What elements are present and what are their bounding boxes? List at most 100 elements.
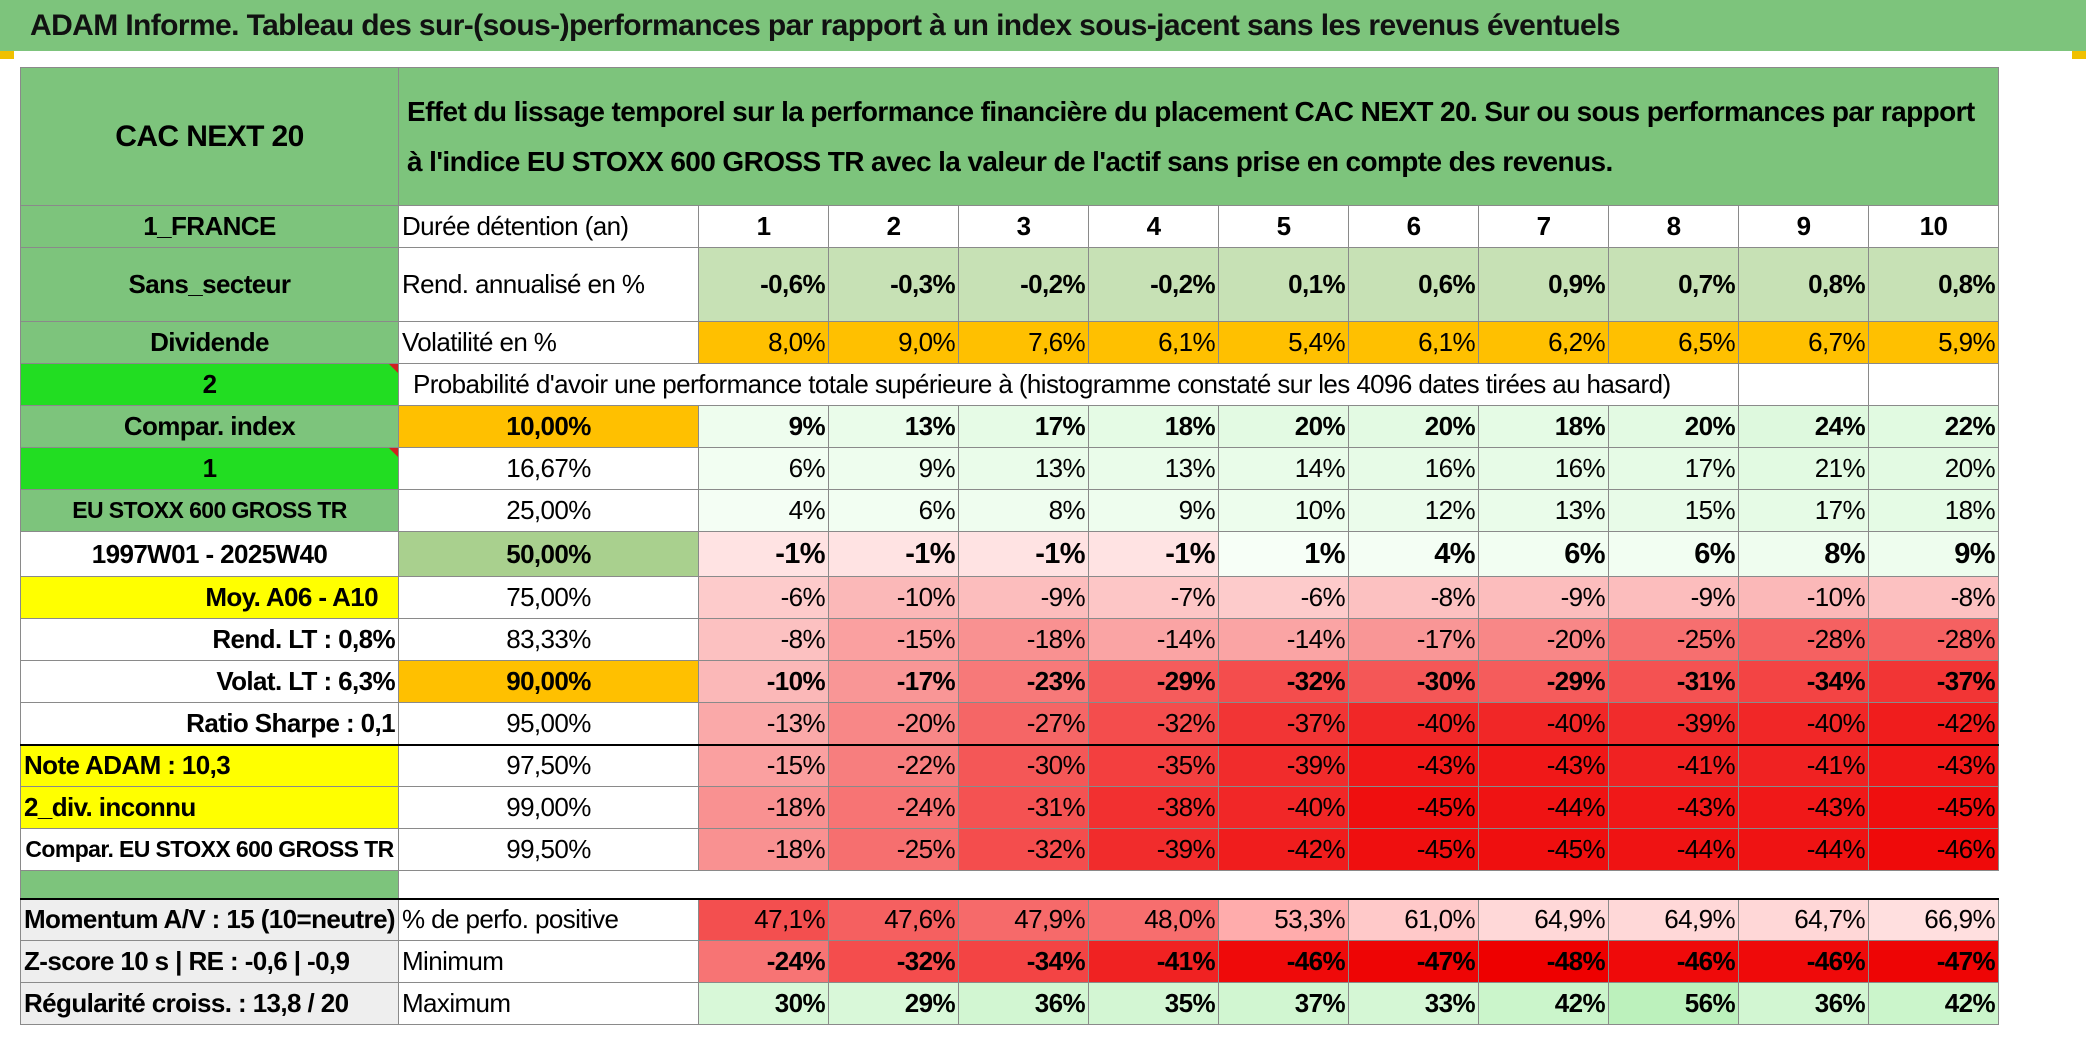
prob-value: -7% [1088,576,1219,619]
prob-value: -39% [1088,828,1219,871]
pos-value: 61,0% [1348,897,1479,941]
prob-value: -40% [1218,786,1349,829]
prob-value: -24% [828,786,959,829]
compar-label: Compar. EU STOXX 600 GROSS TR [20,828,399,871]
prob-value: -38% [1088,786,1219,829]
prob-value: 17% [1608,447,1739,490]
prob-value: -44% [1478,786,1609,829]
index-name: EU STOXX 600 GROSS TR [20,489,399,532]
period-cell: 1997W01 - 2025W40 [20,531,399,577]
prob-value: -32% [1088,702,1219,745]
prob-value: -1% [698,531,829,577]
rend-value: -0,3% [828,247,959,322]
prob-value: -1% [828,531,959,577]
adam-note: Note ADAM : 10,3 [20,743,399,787]
pos-value: 64,9% [1608,897,1739,941]
prob-value: -13% [698,702,829,745]
prob-value: -8% [1868,576,1999,619]
prob-value: -9% [1478,576,1609,619]
prob-value: -35% [1088,743,1219,787]
min-value: -46% [1738,940,1869,983]
prob-value: 24% [1738,405,1869,448]
threshold-cell: 83,33% [398,618,699,661]
vol-value: 7,6% [958,321,1089,364]
prob-value: -37% [1218,702,1349,745]
prob-value: 13% [1088,447,1219,490]
prob-value: -18% [698,786,829,829]
prob-value: 16% [1478,447,1609,490]
max-value: 56% [1608,982,1739,1025]
prob-value: -20% [828,702,959,745]
prob-value: -42% [1218,828,1349,871]
prob-value: -23% [958,660,1089,703]
prob-value: -18% [698,828,829,871]
duration-label: Durée détention (an) [398,205,699,248]
prob-value: -15% [698,743,829,787]
year-header: 9 [1738,205,1869,248]
prob-value: 9% [1088,489,1219,532]
prob-value: -31% [1608,660,1739,703]
country-cell: 1_FRANCE [20,205,399,248]
div-status: 2_div. inconnu [20,786,399,829]
prob-value: -18% [958,618,1089,661]
prob-value: 16% [1348,447,1479,490]
prob-value: 12% [1348,489,1479,532]
prob-value: -15% [828,618,959,661]
max-value: 37% [1218,982,1349,1025]
performance-table: CAC NEXT 20 Effet du lissage temporel su… [20,67,1999,1025]
prob-value: 20% [1348,405,1479,448]
prob-value: -17% [1348,618,1479,661]
prob-value: -40% [1478,702,1609,745]
rend-value: 0,8% [1868,247,1999,322]
min-value: -46% [1218,940,1349,983]
max-value: 42% [1478,982,1609,1025]
year-header: 4 [1088,205,1219,248]
threshold-cell: 95,00% [398,702,699,745]
prob-value: -43% [1608,786,1739,829]
prob-value: -10% [698,660,829,703]
table-description: Effet du lissage temporel sur la perform… [398,67,1999,206]
year-header: 8 [1608,205,1739,248]
sharpe-ratio: Ratio Sharpe : 0,1 [20,702,399,745]
index-selector[interactable]: 1 [20,447,399,490]
prob-value: 6% [1608,531,1739,577]
prob-value: 8% [958,489,1089,532]
rend-value: -0,2% [958,247,1089,322]
selector-cell[interactable]: 2 [20,363,399,406]
max-value: 35% [1088,982,1219,1025]
prob-value: 8% [1738,531,1869,577]
pos-value: 48,0% [1088,897,1219,941]
prob-value: -40% [1738,702,1869,745]
pos-value: 66,9% [1868,897,1999,941]
pos-value: 64,7% [1738,897,1869,941]
proba-label: Probabilité d'avoir une performance tota… [398,363,1739,406]
min-value: -32% [828,940,959,983]
threshold-cell: 10,00% [398,405,699,448]
prob-value: -28% [1738,618,1869,661]
prob-value: -8% [698,618,829,661]
prob-value: 20% [1868,447,1999,490]
type-cell: Dividende [20,321,399,364]
prob-value: 13% [958,447,1089,490]
regularity: Régularité croiss. : 13,8 / 20 [20,982,399,1025]
prob-value: 22% [1868,405,1999,448]
prob-value: -28% [1868,618,1999,661]
min-value: -34% [958,940,1089,983]
max-value: 33% [1348,982,1479,1025]
max-label: Maximum [398,982,699,1025]
prob-value: -29% [1088,660,1219,703]
prob-value: -45% [1348,786,1479,829]
year-header: 2 [828,205,959,248]
prob-value: -6% [698,576,829,619]
prob-value: -1% [958,531,1089,577]
prob-value: -46% [1868,828,1999,871]
rend-value: -0,2% [1088,247,1219,322]
prob-value: 9% [698,405,829,448]
momentum: Momentum A/V : 15 (10=neutre) [20,897,399,941]
pos-value: 47,9% [958,897,1089,941]
vol-value: 5,9% [1868,321,1999,364]
prob-value: -45% [1478,828,1609,871]
prob-value: -43% [1478,743,1609,787]
min-value: -24% [698,940,829,983]
prob-value: -39% [1608,702,1739,745]
